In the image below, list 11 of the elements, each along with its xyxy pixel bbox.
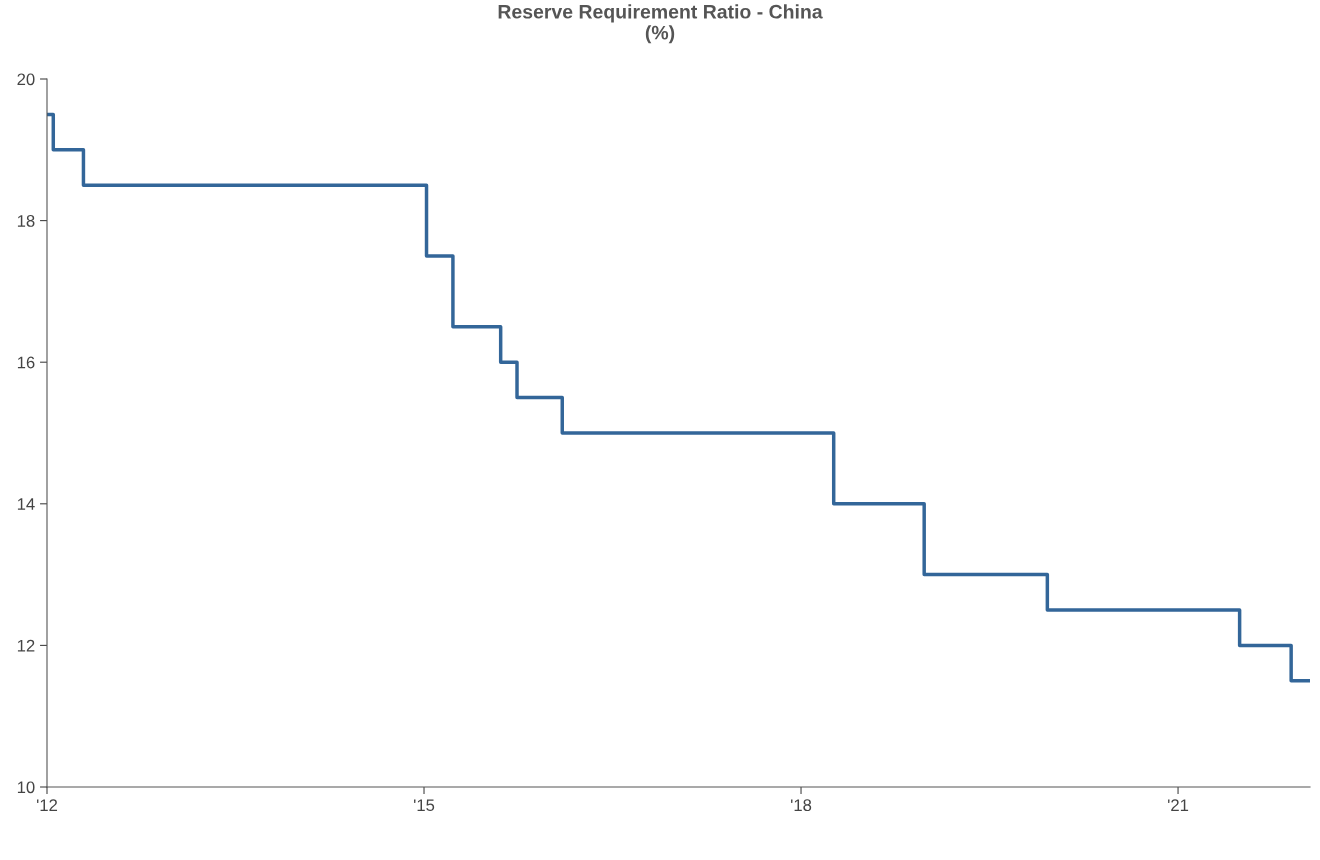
x-tick-label: '21 [1168,799,1189,811]
x-tick-label: '15 [414,799,435,812]
chart-title: Reserve Requirement Ratio - China (%) [498,4,823,44]
y-tick-label: 10 [17,781,35,794]
y-tick-label: 18 [17,215,35,227]
y-tick-label: 14 [17,498,35,510]
x-tick-label: '18 [791,799,812,812]
y-tick-label: 12 [17,639,35,652]
x-tick-label: '12 [36,799,58,811]
y-tick-label: 16 [17,356,35,369]
y-tick-label: 20 [17,73,35,86]
